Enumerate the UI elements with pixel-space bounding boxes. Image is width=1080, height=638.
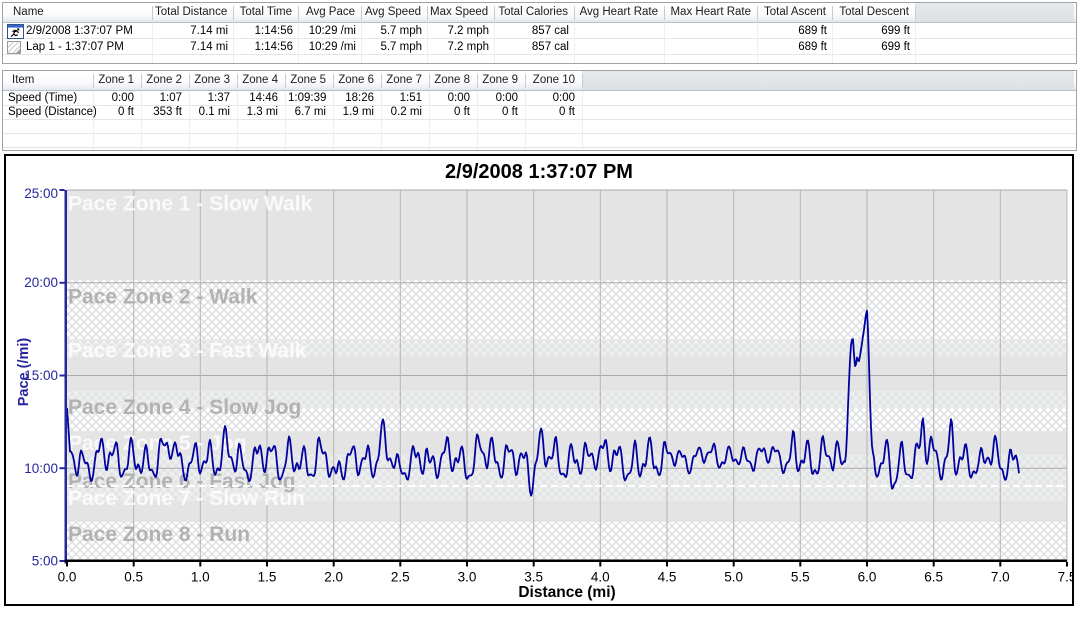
- svg-text:2/9/2008 1:37:07 PM: 2/9/2008 1:37:07 PM: [445, 161, 633, 183]
- svg-text:5.0: 5.0: [724, 570, 743, 585]
- svg-text:Pace Zone 8 - Run: Pace Zone 8 - Run: [68, 523, 250, 546]
- svg-text:25:00: 25:00: [24, 186, 58, 201]
- svg-text:6.0: 6.0: [858, 570, 877, 585]
- svg-text:Pace Zone 6 - Fast Jog: Pace Zone 6 - Fast Jog: [68, 470, 296, 493]
- svg-text:2.5: 2.5: [391, 570, 410, 585]
- svg-text:Pace (/mi): Pace (/mi): [16, 338, 32, 407]
- svg-text:Pace Zone 7 - Slow Run: Pace Zone 7 - Slow Run: [68, 487, 305, 510]
- svg-text:7.5: 7.5: [1058, 570, 1074, 585]
- svg-text:1.0: 1.0: [191, 570, 210, 585]
- svg-text:0.0: 0.0: [58, 570, 77, 585]
- svg-text:Distance (mi): Distance (mi): [518, 584, 615, 601]
- svg-text:4.5: 4.5: [658, 570, 677, 585]
- svg-text:10:00: 10:00: [24, 461, 58, 476]
- svg-text:3.5: 3.5: [524, 570, 543, 585]
- svg-text:5.5: 5.5: [791, 570, 810, 585]
- svg-text:5:00: 5:00: [32, 554, 58, 569]
- svg-text:Pace Zone 1 - Slow Walk: Pace Zone 1 - Slow Walk: [68, 193, 313, 216]
- svg-text:0.5: 0.5: [124, 570, 143, 585]
- svg-text:20:00: 20:00: [24, 275, 58, 290]
- svg-text:2.0: 2.0: [324, 570, 343, 585]
- svg-text:Pace Zone 3 - Fast Walk: Pace Zone 3 - Fast Walk: [68, 340, 307, 363]
- svg-text:4.0: 4.0: [591, 570, 610, 585]
- svg-text:3.0: 3.0: [458, 570, 477, 585]
- svg-text:7.0: 7.0: [991, 570, 1010, 585]
- svg-text:6.5: 6.5: [924, 570, 943, 585]
- svg-text:15:00: 15:00: [24, 368, 58, 383]
- svg-text:Pace Zone 5 - Jog: Pace Zone 5 - Jog: [68, 432, 247, 455]
- svg-text:Pace Zone 2 - Walk: Pace Zone 2 - Walk: [68, 286, 258, 309]
- svg-text:1.5: 1.5: [258, 570, 277, 585]
- svg-text:Pace Zone 4 - Slow Jog: Pace Zone 4 - Slow Jog: [68, 396, 301, 419]
